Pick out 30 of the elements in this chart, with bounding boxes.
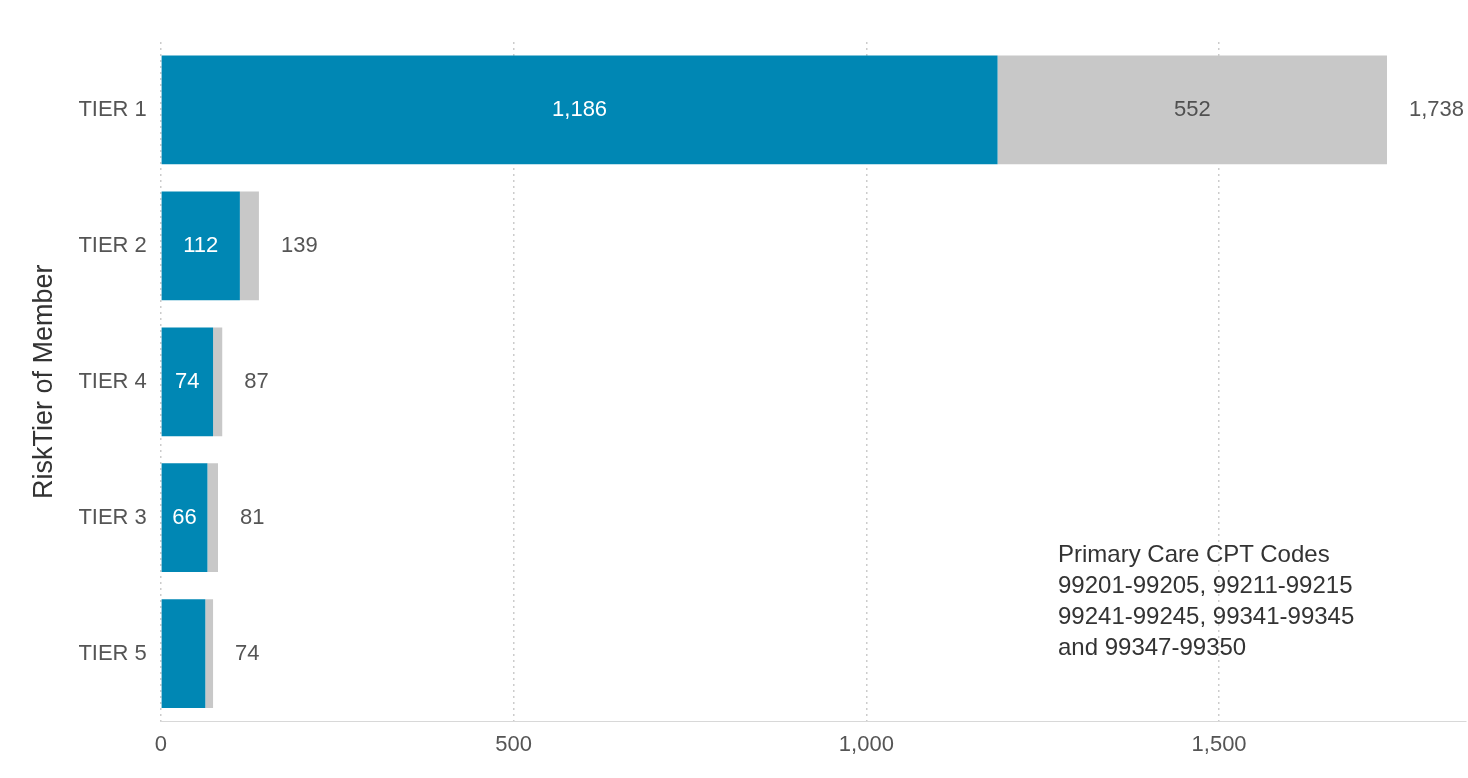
- total-label: 1,738: [1408, 96, 1465, 122]
- bar: [161, 463, 208, 573]
- data-label: 552: [1173, 96, 1211, 122]
- total-label: 81: [240, 503, 265, 529]
- data-label: 74: [175, 367, 200, 393]
- data-label: 66: [172, 503, 197, 529]
- annotation: Primary Care CPT Codes 99201-99205, 99211-99215 99241-99245, 99341-99345 and 99347-99350: [1058, 539, 1355, 662]
- x-tick-label: 1,000: [838, 730, 894, 756]
- bar: [239, 191, 259, 301]
- y-tick-label: TIER 3: [78, 503, 147, 529]
- y-axis-title: RiskTier of Member: [27, 264, 58, 500]
- bar: [207, 463, 218, 573]
- total-label: 87: [244, 367, 269, 393]
- data-label: 1,186: [552, 96, 608, 122]
- bar: [161, 599, 206, 709]
- bar: [213, 327, 223, 437]
- x-tick-label: 0: [154, 730, 167, 756]
- total-label: 74: [235, 639, 260, 665]
- bar: [161, 327, 214, 437]
- data-label: 112: [183, 231, 219, 257]
- total-label: 139: [280, 231, 318, 257]
- y-tick-label: TIER 1: [78, 96, 147, 122]
- x-tick-label: 500: [495, 730, 532, 756]
- y-tick-label: TIER 2: [78, 231, 147, 257]
- bar: [161, 55, 998, 165]
- y-tick-label: TIER 4: [78, 367, 147, 393]
- bar: [161, 191, 240, 301]
- y-tick-label: TIER 5: [78, 639, 147, 665]
- bar: [205, 599, 214, 709]
- x-tick-label: 1,500: [1191, 730, 1247, 756]
